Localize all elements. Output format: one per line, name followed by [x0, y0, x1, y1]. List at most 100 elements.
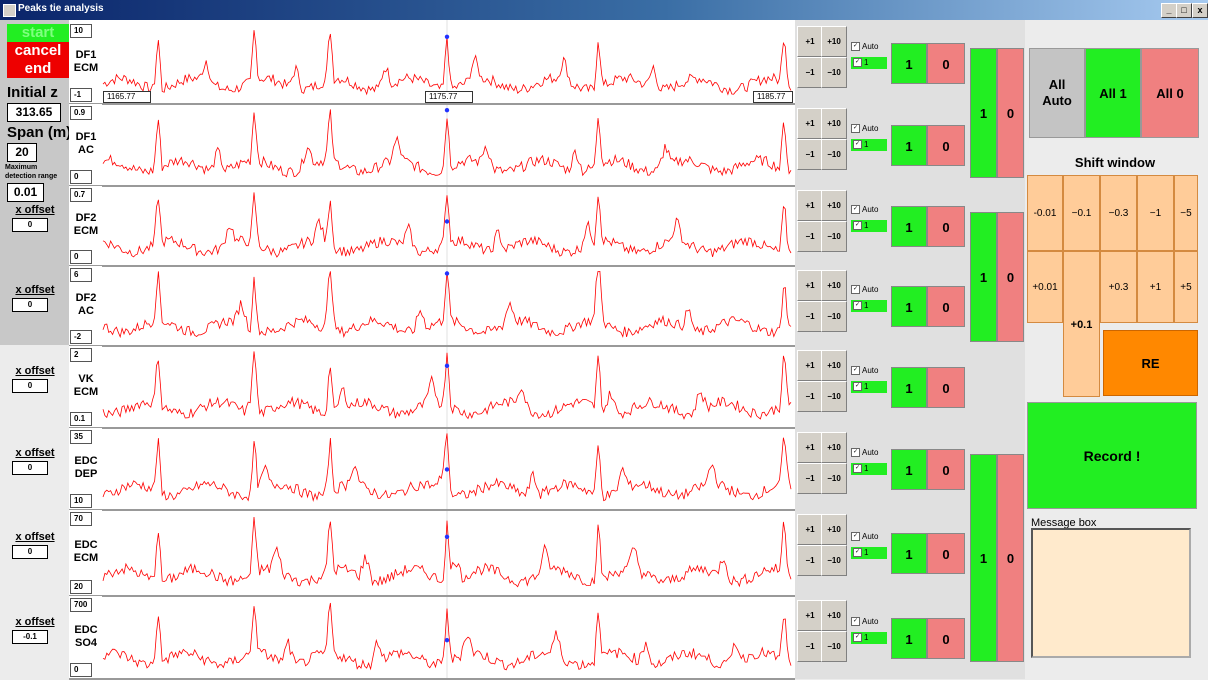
channel-on-button[interactable]: 1 [891, 286, 927, 327]
minus-10-button[interactable]: −10 [821, 139, 847, 170]
x-offset-input[interactable]: 0 [12, 545, 48, 559]
peak-marker[interactable] [444, 34, 450, 39]
plus-10-button[interactable]: +10 [821, 514, 847, 545]
shift-plus-0-1-button[interactable]: +0.1 [1063, 251, 1100, 397]
minus-10-button[interactable]: −10 [821, 221, 847, 252]
channel-off-button[interactable]: 0 [927, 617, 965, 659]
x-offset-input[interactable]: 0 [12, 461, 48, 475]
end-button[interactable]: end [7, 60, 69, 78]
max-detection-input[interactable]: 0.01 [7, 183, 44, 202]
channel-on-button[interactable]: 1 [891, 43, 927, 84]
plus-1-button[interactable]: +1 [797, 600, 823, 631]
plus-1-button[interactable]: +1 [797, 514, 823, 545]
minus-10-button[interactable]: −10 [821, 545, 847, 576]
channel-off-button[interactable]: 0 [927, 125, 965, 166]
plus-10-button[interactable]: +10 [821, 26, 847, 57]
channel-off-button[interactable]: 0 [927, 533, 965, 574]
record-button[interactable]: Record ! [1027, 402, 1197, 509]
shift-minus-button[interactable]: −1 [1137, 175, 1174, 251]
shift-plus-button[interactable]: +5 [1174, 251, 1198, 323]
auto-check-icon[interactable]: ✓ [851, 532, 860, 542]
minus-1-button[interactable]: −1 [797, 381, 823, 412]
shift-minus-button[interactable]: −5 [1174, 175, 1198, 251]
plus-10-button[interactable]: +10 [821, 270, 847, 301]
minus-1-button[interactable]: −1 [797, 57, 823, 88]
peak-marker[interactable] [444, 637, 450, 643]
minus-1-button[interactable]: −1 [797, 221, 823, 252]
span-input[interactable]: 20 [7, 143, 37, 162]
auto-check-icon[interactable]: ✓ [851, 42, 860, 52]
auto-check-icon[interactable]: ✓ [851, 616, 860, 626]
one-checkbox[interactable]: ✓ 1 [851, 631, 887, 644]
peak-marker[interactable] [444, 363, 450, 369]
one-check-icon[interactable]: ✓ [853, 464, 862, 474]
x-offset-input[interactable]: 0 [12, 379, 48, 393]
shift-plus-button[interactable]: +1 [1137, 251, 1174, 323]
plus-1-button[interactable]: +1 [797, 26, 823, 57]
plus-10-button[interactable]: +10 [821, 108, 847, 139]
channel-on-button[interactable]: 1 [891, 617, 927, 659]
one-check-icon[interactable]: ✓ [853, 221, 862, 231]
one-check-icon[interactable]: ✓ [853, 548, 862, 558]
minus-1-button[interactable]: −1 [797, 545, 823, 576]
auto-check-icon[interactable]: ✓ [851, 205, 860, 215]
channel-on-button[interactable]: 1 [891, 125, 927, 166]
re-button[interactable]: RE [1103, 330, 1198, 396]
channel-off-button[interactable]: 0 [927, 286, 965, 327]
one-checkbox[interactable]: ✓ 1 [851, 57, 887, 69]
restore-button[interactable]: □ [1176, 3, 1192, 18]
minus-1-button[interactable]: −1 [797, 631, 823, 662]
minus-10-button[interactable]: −10 [821, 57, 847, 88]
plus-1-button[interactable]: +1 [797, 108, 823, 139]
peak-marker[interactable] [444, 219, 450, 224]
shift-minus-button[interactable]: −0.1 [1063, 175, 1100, 251]
x-offset-input[interactable]: 0 [12, 218, 48, 232]
channel-off-button[interactable]: 0 [927, 449, 965, 490]
all-auto-button[interactable]: All Auto [1029, 48, 1085, 138]
peak-marker[interactable] [444, 467, 450, 472]
minimize-button[interactable]: _ [1161, 3, 1177, 18]
one-check-icon[interactable]: ✓ [853, 58, 862, 68]
auto-check-icon[interactable]: ✓ [851, 448, 860, 458]
one-checkbox[interactable]: ✓ 1 [851, 463, 887, 475]
peak-marker[interactable] [444, 271, 450, 276]
one-checkbox[interactable]: ✓ 1 [851, 381, 887, 393]
one-checkbox[interactable]: ✓ 1 [851, 547, 887, 559]
start-button[interactable]: start [7, 24, 69, 42]
minus-1-button[interactable]: −1 [797, 139, 823, 170]
auto-checkbox[interactable]: ✓ Auto [851, 447, 887, 459]
minus-1-button[interactable]: −1 [797, 463, 823, 494]
plus-10-button[interactable]: +10 [821, 600, 847, 631]
auto-check-icon[interactable]: ✓ [851, 124, 860, 134]
auto-checkbox[interactable]: ✓ Auto [851, 204, 887, 216]
auto-checkbox[interactable]: ✓ Auto [851, 365, 887, 377]
group3-off-button[interactable]: 0 [997, 454, 1024, 662]
plus-1-button[interactable]: +1 [797, 432, 823, 463]
auto-check-icon[interactable]: ✓ [851, 285, 860, 295]
one-check-icon[interactable]: ✓ [853, 301, 862, 311]
group2-on-button[interactable]: 1 [970, 212, 997, 342]
minus-10-button[interactable]: −10 [821, 631, 847, 662]
shift-minus-button[interactable]: −0.3 [1100, 175, 1137, 251]
initial-z-input[interactable]: 313.65 [7, 103, 61, 122]
group1-on-button[interactable]: 1 [970, 48, 997, 178]
close-button[interactable]: x [1192, 3, 1208, 18]
channel-off-button[interactable]: 0 [927, 206, 965, 247]
all-1-button[interactable]: All 1 [1085, 48, 1141, 138]
plus-10-button[interactable]: +10 [821, 350, 847, 381]
auto-checkbox[interactable]: ✓ Auto [851, 531, 887, 543]
one-check-icon[interactable]: ✓ [853, 140, 862, 150]
minus-10-button[interactable]: −10 [821, 381, 847, 412]
one-checkbox[interactable]: ✓ 1 [851, 220, 887, 232]
group3-on-button[interactable]: 1 [970, 454, 997, 662]
all-0-button[interactable]: All 0 [1141, 48, 1199, 138]
one-check-icon[interactable]: ✓ [853, 382, 862, 392]
peak-marker[interactable] [444, 534, 450, 539]
shift-minus-button[interactable]: -0.01 [1027, 175, 1063, 251]
plus-1-button[interactable]: +1 [797, 190, 823, 221]
x-offset-input[interactable]: -0.1 [12, 629, 48, 644]
channel-on-button[interactable]: 1 [891, 206, 927, 247]
auto-check-icon[interactable]: ✓ [851, 366, 860, 376]
one-checkbox[interactable]: ✓ 1 [851, 139, 887, 151]
channel-on-button[interactable]: 1 [891, 533, 927, 574]
